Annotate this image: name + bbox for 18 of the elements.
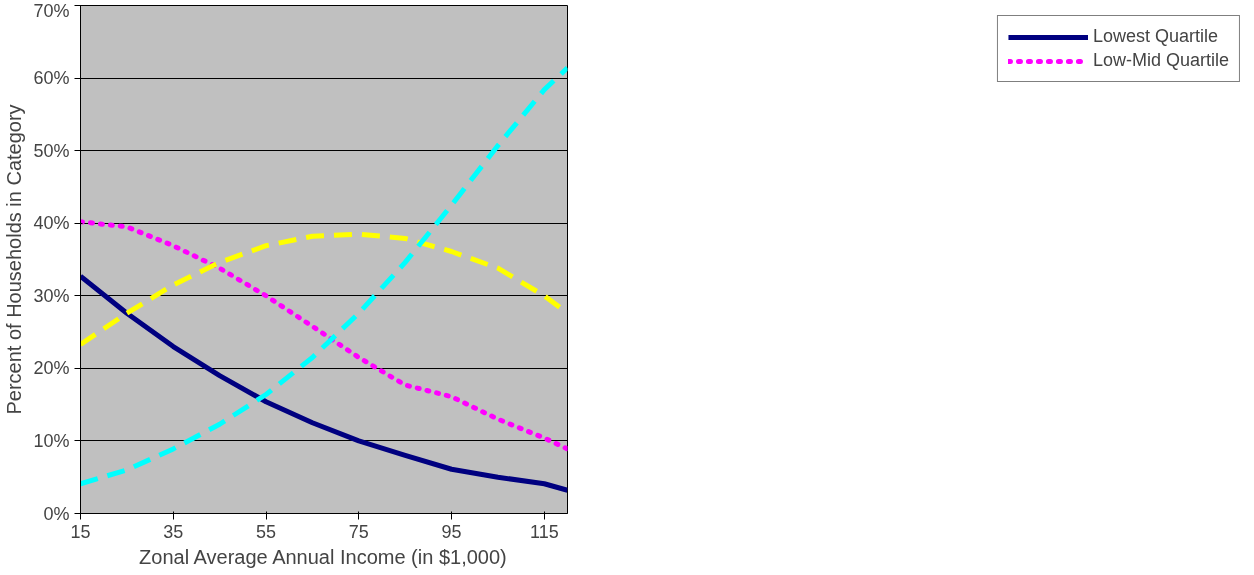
y-tick-label: 40% [33,213,70,234]
y-tick-label: 70% [33,0,70,21]
y-tick-label: 20% [33,358,70,379]
x-tick-label: 75 [348,521,369,542]
legend-label: Low-Mid Quartile [1092,50,1229,71]
y-tick-label: 60% [33,68,70,89]
x-tick-label: 35 [163,521,184,542]
x-tick-label: 115 [529,521,559,542]
x-tick-label: 55 [256,521,277,542]
y-tick-label: 0% [43,503,70,524]
y-tick-label: 10% [33,430,70,451]
x-tick-label: 15 [70,521,91,542]
y-tick-label: 30% [33,285,70,306]
x-axis-title: Zonal Average Annual Income (in $1,000) [139,545,507,568]
x-tick-label: 95 [441,521,462,542]
legend-label: Lowest Quartile [1092,26,1219,47]
y-axis-title: Percent of Households in Category [3,104,26,415]
y-tick-label: 50% [33,140,70,161]
